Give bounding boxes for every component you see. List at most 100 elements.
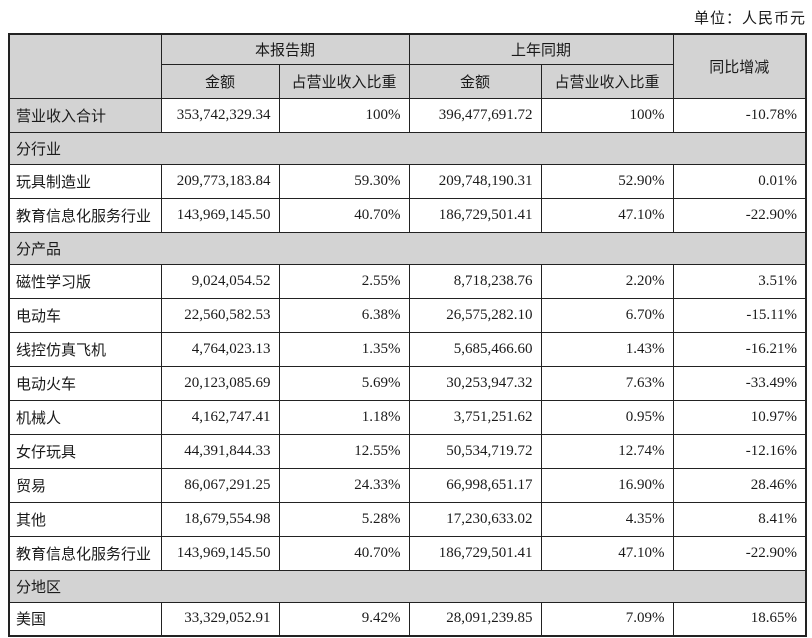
table-row: 其他 18,679,554.98 5.28% 17,230,633.02 4.35% 8.… [8, 501, 807, 537]
table-row: 电动车 22,560,582.53 6.38% 26,575,282.10 6.70% -… [8, 297, 807, 333]
prior-pct-header: 占营业收入比重 [540, 63, 674, 99]
current-amount-cell: 209,773,183.84 [160, 163, 280, 199]
yoy-change-cell: -22.90% [672, 535, 807, 571]
table-row: 教育信息化服务行业 143,969,145.50 40.70% 186,729,501… [8, 535, 807, 571]
row-label-cell: 教育信息化服务行业 [8, 197, 162, 233]
prior-amount-cell: 396,477,691.72 [408, 97, 542, 133]
current-amount-cell: 9,024,054.52 [160, 263, 280, 299]
prior-period-header: 上年同期 [408, 33, 674, 65]
yoy-change-cell: 28.46% [672, 467, 807, 503]
current-amount-cell: 86,067,291.25 [160, 467, 280, 503]
yoy-change-cell: -22.90% [672, 197, 807, 233]
yoy-change-cell: -10.78% [672, 97, 807, 133]
current-amount-cell: 44,391,844.33 [160, 433, 280, 469]
row-label-cell: 电动火车 [8, 365, 162, 401]
table-row: 线控仿真飞机 4,764,023.13 1.35% 5,685,466.60 1.43%… [8, 331, 807, 367]
current-pct-cell: 1.35% [278, 331, 410, 367]
prior-pct-cell: 7.63% [540, 365, 674, 401]
table-row: 营业收入合计 353,742,329.34 100% 396,477,691.72 10… [8, 97, 807, 133]
prior-amount-cell: 3,751,251.62 [408, 399, 542, 435]
yoy-change-cell: 18.65% [672, 601, 807, 637]
table-row: 磁性学习版 9,024,054.52 2.55% 8,718,238.76 2.20% 3… [8, 263, 807, 299]
table-row: 美国 33,329,052.91 9.42% 28,091,239.85 7.09% 18… [8, 601, 807, 637]
row-label-cell: 女仔玩具 [8, 433, 162, 469]
current-amount-cell: 143,969,145.50 [160, 197, 280, 233]
current-pct-cell: 5.69% [278, 365, 410, 401]
section-row: 分产品 [8, 231, 807, 265]
current-pct-cell: 9.42% [278, 601, 410, 637]
row-label-cell: 玩具制造业 [8, 163, 162, 199]
prior-amount-cell: 66,998,651.17 [408, 467, 542, 503]
current-pct-cell: 40.70% [278, 197, 410, 233]
prior-amount-cell: 50,534,719.72 [408, 433, 542, 469]
current-pct-cell: 12.55% [278, 433, 410, 469]
prior-pct-cell: 6.70% [540, 297, 674, 333]
prior-amount-cell: 26,575,282.10 [408, 297, 542, 333]
row-label-cell: 其他 [8, 501, 162, 537]
section-label: 分行业 [8, 131, 807, 165]
prior-pct-cell: 16.90% [540, 467, 674, 503]
prior-amount-cell: 17,230,633.02 [408, 501, 542, 537]
table-row: 玩具制造业 209,773,183.84 59.30% 209,748,190.31 5… [8, 163, 807, 199]
current-amount-cell: 143,969,145.50 [160, 535, 280, 571]
row-label-cell: 机械人 [8, 399, 162, 435]
section-label: 分地区 [8, 569, 807, 603]
revenue-breakdown-table: 本报告期 上年同期 同比增减 金额 占营业收入比重 金额 占营业收入比重 营业收… [8, 33, 808, 637]
row-label-cell: 磁性学习版 [8, 263, 162, 299]
prior-pct-cell: 1.43% [540, 331, 674, 367]
prior-pct-cell: 12.74% [540, 433, 674, 469]
current-pct-cell: 59.30% [278, 163, 410, 199]
yoy-change-header: 同比增减 [672, 33, 807, 99]
section-row: 分行业 [8, 131, 807, 165]
prior-pct-cell: 47.10% [540, 535, 674, 571]
row-label-cell: 电动车 [8, 297, 162, 333]
yoy-change-cell: 8.41% [672, 501, 807, 537]
prior-amount-cell: 5,685,466.60 [408, 331, 542, 367]
current-amount-cell: 4,162,747.41 [160, 399, 280, 435]
prior-amount-cell: 186,729,501.41 [408, 197, 542, 233]
current-pct-cell: 100% [278, 97, 410, 133]
row-label-cell: 线控仿真飞机 [8, 331, 162, 367]
row-label-cell: 贸易 [8, 467, 162, 503]
current-pct-header: 占营业收入比重 [278, 63, 410, 99]
section-row: 分地区 [8, 569, 807, 603]
prior-pct-cell: 0.95% [540, 399, 674, 435]
table-row: 女仔玩具 44,391,844.33 12.55% 50,534,719.72 12.7… [8, 433, 807, 469]
yoy-change-cell: -15.11% [672, 297, 807, 333]
yoy-change-cell: -16.21% [672, 331, 807, 367]
prior-pct-cell: 52.90% [540, 163, 674, 199]
current-pct-cell: 2.55% [278, 263, 410, 299]
section-label: 分产品 [8, 231, 807, 265]
yoy-change-cell: 3.51% [672, 263, 807, 299]
prior-pct-cell: 100% [540, 97, 674, 133]
prior-pct-cell: 2.20% [540, 263, 674, 299]
yoy-change-cell: -12.16% [672, 433, 807, 469]
prior-amount-cell: 186,729,501.41 [408, 535, 542, 571]
current-pct-cell: 6.38% [278, 297, 410, 333]
current-amount-cell: 18,679,554.98 [160, 501, 280, 537]
table-row: 机械人 4,162,747.41 1.18% 3,751,251.62 0.95% 10.… [8, 399, 807, 435]
table-row: 教育信息化服务行业 143,969,145.50 40.70% 186,729,501… [8, 197, 807, 233]
current-pct-cell: 40.70% [278, 535, 410, 571]
current-amount-cell: 33,329,052.91 [160, 601, 280, 637]
prior-amount-cell: 30,253,947.32 [408, 365, 542, 401]
current-pct-cell: 24.33% [278, 467, 410, 503]
prior-pct-cell: 7.09% [540, 601, 674, 637]
yoy-change-cell: -33.49% [672, 365, 807, 401]
current-pct-cell: 1.18% [278, 399, 410, 435]
current-pct-cell: 5.28% [278, 501, 410, 537]
current-period-header: 本报告期 [160, 33, 410, 65]
row-label-cell: 营业收入合计 [8, 97, 162, 133]
prior-amount-header: 金额 [408, 63, 542, 99]
row-label-header-empty [8, 33, 162, 99]
row-label-cell: 美国 [8, 601, 162, 637]
current-amount-cell: 20,123,085.69 [160, 365, 280, 401]
table-row: 电动火车 20,123,085.69 5.69% 30,253,947.32 7.63%… [8, 365, 807, 401]
prior-amount-cell: 28,091,239.85 [408, 601, 542, 637]
current-amount-cell: 353,742,329.34 [160, 97, 280, 133]
prior-pct-cell: 4.35% [540, 501, 674, 537]
yoy-change-cell: 0.01% [672, 163, 807, 199]
row-label-cell: 教育信息化服务行业 [8, 535, 162, 571]
table-body: 营业收入合计 353,742,329.34 100% 396,477,691.72 10… [8, 97, 807, 637]
